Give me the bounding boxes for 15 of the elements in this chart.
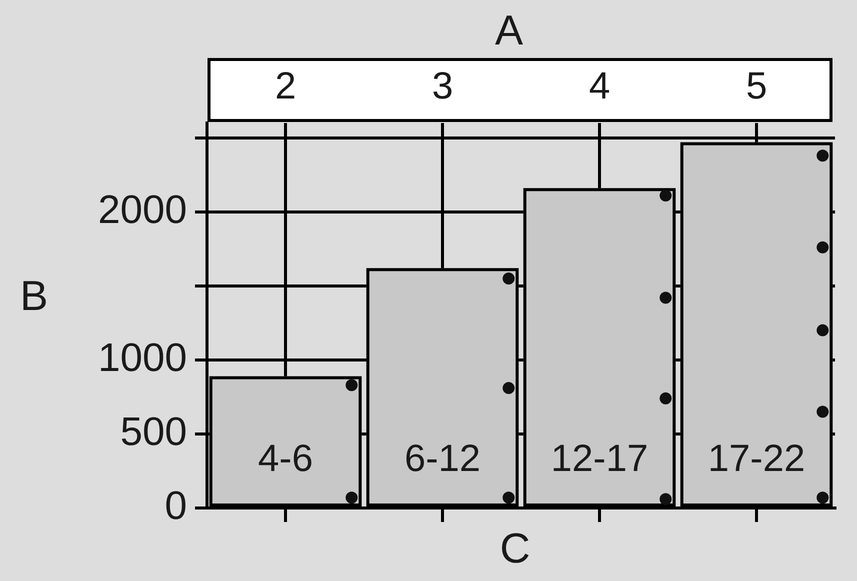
x-tick-label: 5 [746,66,768,108]
data-label: 4-6 [258,438,313,480]
x-tick-label: 3 [432,66,454,108]
y-tick-label: 2000 [98,188,187,232]
data-label: 17-22 [708,438,806,480]
y-tick-label: 1000 [98,336,187,380]
y-tick-label: 500 [120,410,187,454]
data-label: 12-17 [550,438,648,480]
x-axis-title: C [500,524,530,572]
x-tick-label: 2 [274,66,296,108]
x-tick-label: 4 [588,66,610,108]
data-label: 6-12 [404,438,481,480]
x2-axis-title: A [494,6,524,54]
y-tick-label: 0 [164,484,187,528]
y-axis-title: B [20,272,48,320]
